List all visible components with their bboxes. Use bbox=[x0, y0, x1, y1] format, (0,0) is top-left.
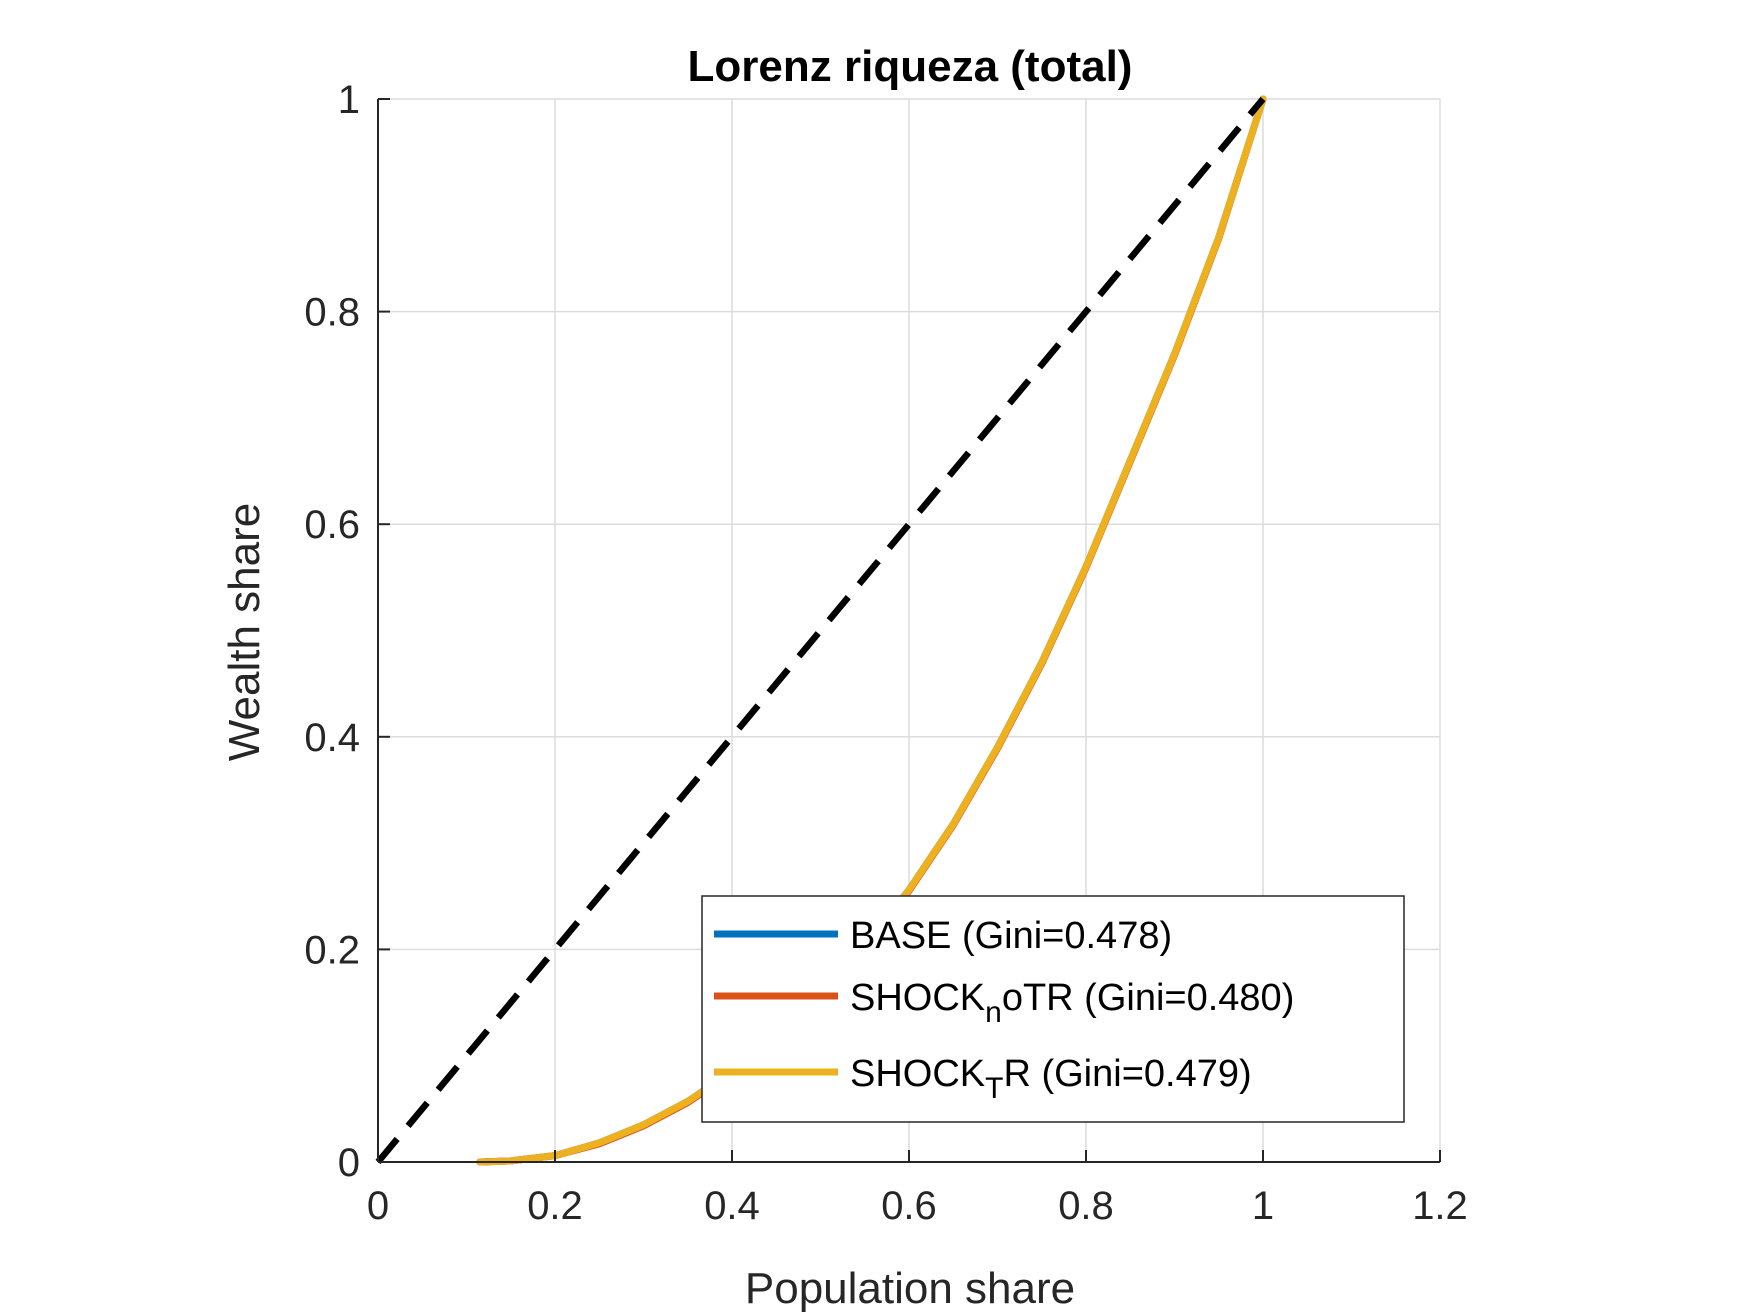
y-tick-label: 0.8 bbox=[304, 291, 360, 335]
legend: BASE (Gini=0.478) SHOCKnoTR (Gini=0.480) S… bbox=[701, 895, 1405, 1123]
x-tick-label: 0.8 bbox=[1058, 1184, 1114, 1228]
x-axis-label: Population share bbox=[745, 1264, 1075, 1313]
chart-title: Lorenz riqueza (total) bbox=[688, 42, 1133, 91]
x-tick-label: 0 bbox=[367, 1184, 389, 1228]
x-tick-label: 0.2 bbox=[527, 1184, 583, 1228]
y-tick-label: 0.2 bbox=[304, 928, 360, 972]
x-tick-label: 1 bbox=[1252, 1184, 1274, 1228]
y-axis-label: Wealth share bbox=[220, 503, 269, 761]
legend-label-0: BASE (Gini=0.478) bbox=[850, 915, 1172, 957]
equality-line bbox=[375, 96, 1266, 1165]
tick-labels: 0 0.2 0.4 0.6 0.8 1 1.2 0 0.2 0.4 0.6 0.8 1 bbox=[304, 78, 1467, 1228]
y-tick-label: 0.6 bbox=[304, 503, 360, 547]
y-tick-label: 1 bbox=[338, 78, 360, 122]
axes bbox=[377, 98, 1441, 1163]
legend-label-2: SHOCKTR (Gini=0.479) bbox=[850, 1053, 1252, 1105]
y-tick-label: 0 bbox=[338, 1141, 360, 1185]
x-tick-label: 0.6 bbox=[881, 1184, 937, 1228]
x-tick-label: 1.2 bbox=[1412, 1184, 1468, 1228]
x-tick-label: 0.4 bbox=[704, 1184, 760, 1228]
y-tick-label: 0.4 bbox=[304, 716, 360, 760]
legend-label-1: SHOCKnoTR (Gini=0.480) bbox=[850, 977, 1294, 1029]
